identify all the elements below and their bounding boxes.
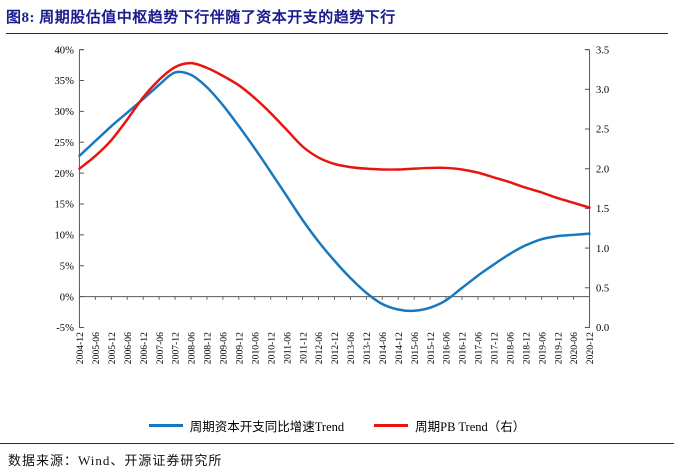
pb-trend-line [78,61,591,209]
x-tick-label: 2020-06 [569,332,580,364]
title-divider [6,33,668,34]
x-tick-label: 2012-12 [330,332,341,364]
y-axis-left: 40% 35% 30% 25% 20% 15% 10% 5% 0% -5% [55,45,85,334]
y-right-tick-label: 2.0 [596,164,609,175]
y-right-tick-label: 1.5 [596,204,609,215]
y-right-tick-label: 3.5 [596,45,609,56]
x-tick-label: 2020-12 [585,332,596,364]
capex-line-swatch [148,423,183,427]
x-tick-label: 2016-06 [442,332,453,364]
x-tick-label: 2010-12 [266,332,277,364]
legend-item-pb: 周期PB Trend（右） [374,416,525,435]
x-tick-label: 2007-06 [155,332,166,364]
x-tick-label: 2005-06 [91,332,102,364]
y-left-tick-label: 25% [55,138,75,149]
y-right-tick-label: 0.0 [596,323,609,334]
footer-divider [0,443,674,444]
y-right-tick-label: 2.5 [596,125,609,136]
y-left-tick-label: 0% [60,292,74,303]
x-tick-label: 2009-12 [235,332,246,364]
x-axis: 2004-12 2005-06 2005-12 2006-06 2006-12 2007-… [75,296,596,364]
data-source-text: 数据来源：Wind、开源证券研究所 [8,453,223,468]
x-tick-label: 2011-12 [298,332,309,364]
x-tick-label: 2017-12 [490,332,501,364]
y-right-tick-label: 0.5 [596,283,609,294]
chart-area: 40% 35% 30% 25% 20% 15% 10% 5% 0% -5% 3.5 3.0 2.5 2.0… [0,34,674,413]
x-tick-label: 2006-12 [139,332,150,364]
legend-label-pb: 周期PB Trend（右） [415,419,526,434]
figure-header: 图8: 周期股估值中枢趋势下行伴随了资本开支的趋势下行 [0,0,674,34]
figure-footer: 数据来源：Wind、开源证券研究所 [0,443,674,469]
figure-title: 图8: 周期股估值中枢趋势下行伴随了资本开支的趋势下行 [6,10,396,26]
y-axis-right: 3.5 3.0 2.5 2.0 1.5 1.0 0.5 0.0 [584,45,609,334]
x-tick-label: 2011-06 [282,332,293,364]
y-left-tick-label: -5% [56,323,74,334]
x-tick-label: 2018-06 [505,332,516,364]
y-left-tick-label: 15% [55,200,75,211]
x-tick-label: 2010-06 [250,332,261,364]
trend-line-chart: 40% 35% 30% 25% 20% 15% 10% 5% 0% -5% 3.5 3.0 2.5 2.0… [55,45,610,364]
x-tick-label: 2013-06 [346,332,357,364]
x-tick-label: 2014-06 [378,332,389,364]
x-tick-label: 2017-06 [474,332,485,364]
y-left-tick-label: 30% [55,107,75,118]
x-tick-label: 2004-12 [75,332,86,364]
pb-line-swatch [374,423,409,427]
x-tick-label: 2015-06 [410,332,421,364]
x-tick-label: 2015-12 [426,332,437,364]
chart-legend: 周期资本开支同比增速Trend 周期PB Trend（右） [0,413,674,437]
capex-trend-line [78,70,591,313]
y-right-tick-label: 3.0 [596,85,609,96]
x-tick-label: 2019-12 [553,332,564,364]
x-tick-label: 2019-06 [537,332,548,364]
y-left-tick-label: 10% [55,231,75,242]
y-right-tick-label: 1.0 [596,244,609,255]
y-left-tick-label: 5% [60,261,74,272]
x-tick-label: 2007-12 [171,332,182,364]
x-tick-label: 2005-12 [107,332,118,364]
x-tick-label: 2016-12 [458,332,469,364]
legend-label-capex: 周期资本开支同比增速Trend [189,419,345,434]
x-tick-label: 2006-06 [123,332,134,364]
x-tick-label: 2014-12 [394,332,405,364]
x-tick-label: 2008-06 [187,332,198,364]
y-left-tick-label: 20% [55,169,75,180]
y-left-tick-label: 40% [55,45,75,56]
x-tick-label: 2008-12 [203,332,214,364]
axes [78,49,591,328]
y-left-tick-label: 35% [55,76,75,87]
x-tick-label: 2009-06 [219,332,230,364]
x-tick-label: 2013-12 [362,332,373,364]
x-tick-label: 2018-12 [521,332,532,364]
x-tick-label: 2012-06 [314,332,325,364]
legend-item-capex: 周期资本开支同比增速Trend [148,416,345,435]
